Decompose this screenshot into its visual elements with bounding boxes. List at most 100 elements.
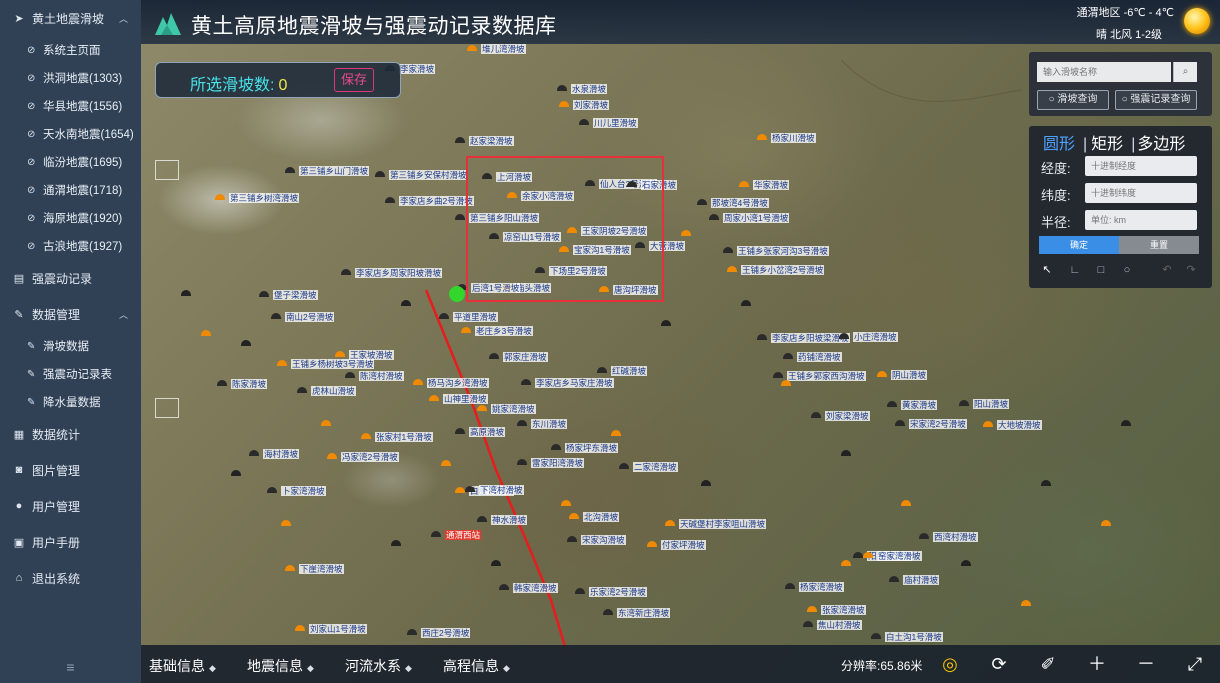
landslide-label[interactable]: 虎林山滑坡 xyxy=(311,386,356,396)
landslide-label[interactable]: 海村滑坡 xyxy=(263,449,300,459)
epicenter-marker[interactable] xyxy=(449,286,465,302)
ruler-icon[interactable]: ✐ xyxy=(1040,654,1056,674)
sidebar-group-logout[interactable]: ⌂ 退出系统 xyxy=(0,560,141,596)
landslide-label[interactable]: 北沟滑坡 xyxy=(583,512,620,522)
landslide-marker-icon[interactable] xyxy=(455,487,465,493)
landslide-marker-icon[interactable] xyxy=(983,421,993,427)
landslide-label[interactable]: 卜家湾滑坡 xyxy=(281,486,326,496)
landslide-label[interactable]: 赵家梁滑坡 xyxy=(469,136,514,146)
landslide-label[interactable]: 小庄湾滑坡 xyxy=(853,332,898,342)
landslide-marker-icon[interactable] xyxy=(489,353,499,359)
confirm-button[interactable]: 确定 xyxy=(1039,236,1119,254)
reset-button[interactable]: 重置 xyxy=(1119,236,1199,254)
landslide-marker-icon[interactable] xyxy=(597,367,607,373)
landslide-label[interactable]: 水泉滑坡 xyxy=(571,84,608,94)
sidebar-item-rainfall[interactable]: ✎ 降水量数据 xyxy=(0,388,141,416)
landslide-label[interactable]: 东湾新庄滑坡 xyxy=(617,608,671,618)
sidebar-item-linfen[interactable]: ⊘ 临汾地震(1695) xyxy=(0,148,141,176)
landslide-marker-icon[interactable] xyxy=(517,420,527,426)
landslide-marker-icon[interactable] xyxy=(561,500,571,506)
landslide-marker-icon[interactable] xyxy=(439,313,449,319)
landslide-label[interactable]: 王家坡滑坡 xyxy=(349,350,394,360)
zoom-out-icon[interactable]: － xyxy=(1137,654,1155,674)
landslide-marker-icon[interactable] xyxy=(551,444,561,450)
landslide-label[interactable]: 王铺乡杨树坡3号滑坡 xyxy=(291,359,375,369)
landslide-marker-icon[interactable] xyxy=(341,269,351,275)
landslide-marker-icon[interactable] xyxy=(241,340,251,346)
menu-basic-info[interactable]: 基础信息 ◆ xyxy=(149,656,216,676)
landslide-marker-icon[interactable] xyxy=(217,380,227,386)
landslide-marker-icon[interactable] xyxy=(1021,600,1031,606)
landslide-label[interactable]: 大营滑坡 xyxy=(649,241,686,251)
landslide-marker-icon[interactable] xyxy=(739,181,749,187)
strong-motion-query-button[interactable]: ○ 强震记录查询 xyxy=(1115,90,1197,110)
landslide-marker-icon[interactable] xyxy=(375,171,385,177)
sidebar-item-strong-table[interactable]: ✎ 强震动记录表 xyxy=(0,360,141,388)
landslide-marker-icon[interactable] xyxy=(895,420,905,426)
landslide-label[interactable]: 黄家滑坡 xyxy=(901,400,938,410)
sidebar-group-users[interactable]: ● 用户管理 xyxy=(0,488,141,524)
landslide-marker-icon[interactable] xyxy=(385,197,395,203)
landslide-label[interactable]: 高原滑坡 xyxy=(469,427,506,437)
landslide-label[interactable]: 王铺乡郭家西沟滑坡 xyxy=(787,371,866,381)
landslide-marker-icon[interactable] xyxy=(1101,520,1111,526)
landslide-label[interactable]: 那坡湾4号滑坡 xyxy=(711,198,769,208)
landslide-label[interactable]: 王铺乡张家河沟3号滑坡 xyxy=(737,246,829,256)
landslide-label[interactable]: 宋家湾2号滑坡 xyxy=(909,419,967,429)
landslide-marker-icon[interactable] xyxy=(201,330,211,336)
landslide-marker-icon[interactable] xyxy=(841,560,851,566)
landslide-marker-icon[interactable] xyxy=(507,192,517,198)
landslide-marker-icon[interactable] xyxy=(741,300,751,306)
landslide-marker-icon[interactable] xyxy=(901,500,911,506)
landslide-marker-icon[interactable] xyxy=(599,286,609,292)
landslide-marker-icon[interactable] xyxy=(455,214,465,220)
landslide-marker-icon[interactable] xyxy=(285,565,295,571)
collapse-sidebar-icon[interactable]: ≡ xyxy=(66,659,75,675)
sidebar-item-huaxian[interactable]: ⊘ 华县地震(1556) xyxy=(0,92,141,120)
landslide-marker-icon[interactable] xyxy=(499,584,509,590)
pointer-icon[interactable]: ↖ xyxy=(1042,264,1052,276)
landslide-marker-icon[interactable] xyxy=(785,583,795,589)
landslide-label[interactable]: 下湾村滑坡 xyxy=(479,485,524,495)
landslide-marker-icon[interactable] xyxy=(757,334,767,340)
landslide-marker-icon[interactable] xyxy=(1121,420,1131,426)
landslide-label[interactable]: 堡子梁滑坡 xyxy=(273,290,318,300)
landslide-label[interactable]: 西湾村滑坡 xyxy=(933,532,978,542)
landslide-marker-icon[interactable] xyxy=(811,412,821,418)
landslide-marker-icon[interactable] xyxy=(489,233,499,239)
landslide-label[interactable]: 乐家湾2号滑坡 xyxy=(589,587,647,597)
landslide-label[interactable]: 陈家滑坡 xyxy=(231,379,268,389)
tab-circle[interactable]: 圆形 xyxy=(1043,136,1076,153)
sidebar-group-data-manage[interactable]: ✎ 数据管理 ︿ xyxy=(0,296,141,332)
landslide-marker-icon[interactable] xyxy=(465,486,475,492)
landslide-marker-icon[interactable] xyxy=(665,520,675,526)
landslide-label[interactable]: 药铺湾滑坡 xyxy=(797,352,842,362)
landslide-marker-icon[interactable] xyxy=(803,621,813,627)
landslide-label[interactable]: 庙头滑坡 xyxy=(515,283,552,293)
sidebar-group-images[interactable]: ◙ 图片管理 xyxy=(0,452,141,488)
landslide-marker-icon[interactable] xyxy=(249,450,259,456)
landslide-marker-icon[interactable] xyxy=(783,353,793,359)
landslide-label[interactable]: 王铺乡小岔湾2号滑坡 xyxy=(741,265,825,275)
landslide-marker-icon[interactable] xyxy=(267,487,277,493)
landslide-marker-icon[interactable] xyxy=(575,588,585,594)
sidebar-item-gulang[interactable]: ⊘ 古浪地震(1927) xyxy=(0,232,141,260)
landslide-marker-icon[interactable] xyxy=(517,459,527,465)
landslide-marker-icon[interactable] xyxy=(285,167,295,173)
landslide-marker-icon[interactable] xyxy=(297,387,307,393)
landslide-label[interactable]: 庙村滑坡 xyxy=(903,575,940,585)
landslide-marker-icon[interactable] xyxy=(482,173,492,179)
landslide-marker-icon[interactable] xyxy=(871,633,881,639)
landslide-query-button[interactable]: ○ 滑坡查询 xyxy=(1037,90,1109,110)
landslide-marker-icon[interactable] xyxy=(231,470,241,476)
landslide-marker-icon[interactable] xyxy=(335,351,345,357)
landslide-label[interactable]: 东川滑坡 xyxy=(531,419,568,429)
landslide-label[interactable]: 大地坡滑坡 xyxy=(997,420,1042,430)
landslide-marker-icon[interactable] xyxy=(579,119,589,125)
landslide-marker-icon[interactable] xyxy=(491,560,501,566)
landslide-marker-icon[interactable] xyxy=(635,242,645,248)
landslide-marker-icon[interactable] xyxy=(959,400,969,406)
landslide-marker-icon[interactable] xyxy=(567,227,577,233)
landslide-marker-icon[interactable] xyxy=(277,360,287,366)
landslide-marker-icon[interactable] xyxy=(295,625,305,631)
